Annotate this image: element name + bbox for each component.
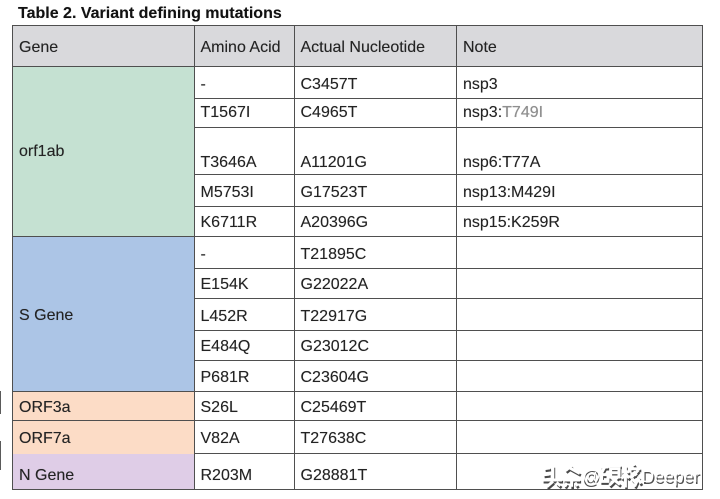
svg-text:@: @ [583,466,601,486]
svg-text:Deeper: Deeper [643,468,701,488]
svg-text:Deeper: Deeper [641,466,699,486]
svg-text:@: @ [583,468,601,488]
